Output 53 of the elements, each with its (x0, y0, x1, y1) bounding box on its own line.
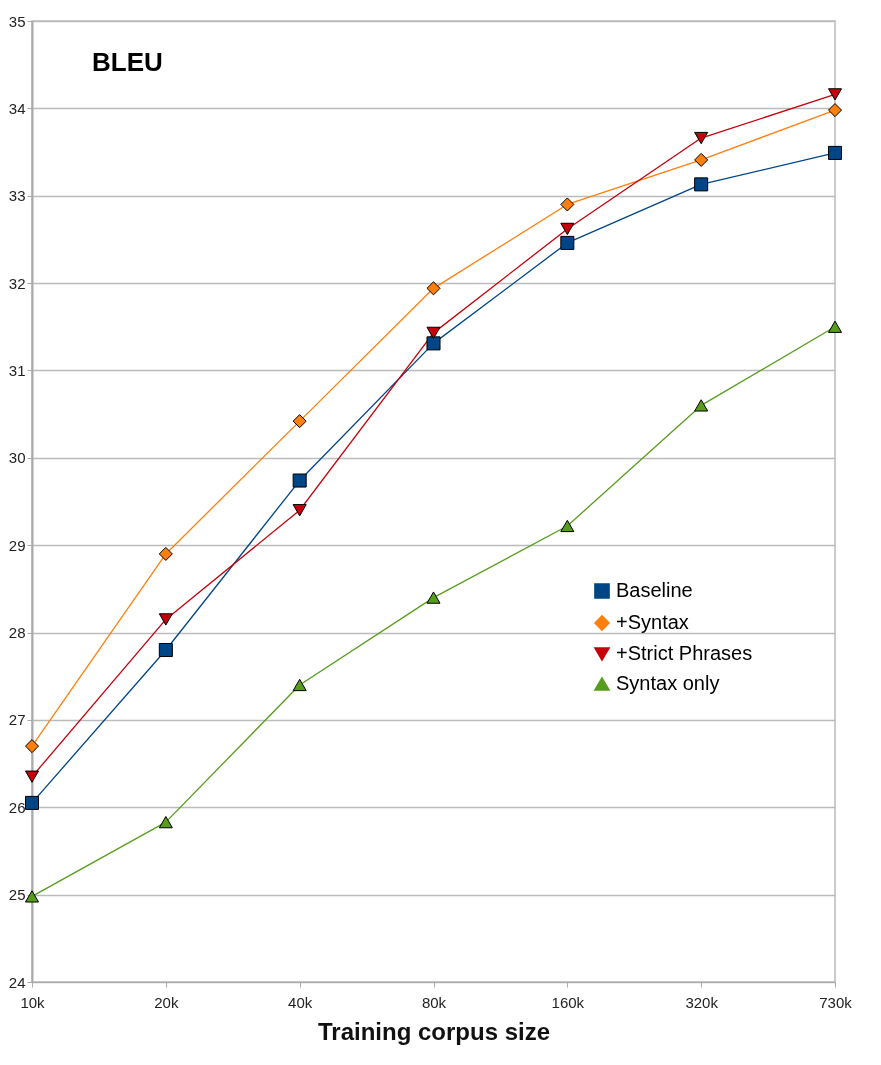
point (827, 145, 843, 160)
point (24, 739, 40, 754)
point (827, 88, 843, 101)
point (426, 591, 441, 604)
point (560, 235, 575, 250)
point (560, 222, 575, 236)
legend-label: Baseline (616, 579, 693, 601)
point (24, 770, 40, 783)
y-tick-label: 27 (8, 711, 26, 729)
point (426, 336, 441, 351)
point (292, 473, 307, 488)
point (292, 678, 307, 692)
text: BLEU (92, 47, 163, 77)
y-tick-label: 26 (8, 798, 26, 816)
point (694, 399, 709, 412)
point (158, 546, 173, 561)
legend-label: Syntax only (616, 672, 720, 694)
point (426, 281, 441, 296)
point (426, 326, 441, 340)
y-tick-label: 30 (8, 449, 26, 467)
legend-label: +Strict Phrases (616, 642, 753, 664)
x-tick-label: 160k (551, 993, 585, 1011)
y-tick-label: 34 (8, 99, 26, 117)
point (694, 152, 709, 167)
point (560, 519, 575, 533)
point (158, 613, 173, 626)
y-tick-label: 31 (8, 361, 26, 379)
point (292, 504, 307, 517)
x-axis-title: Training corpus size (317, 1017, 551, 1045)
point (827, 103, 843, 118)
x-tick-label: 730k (819, 993, 853, 1011)
x-tick-label: 80k (421, 993, 447, 1011)
y-tick-label: 32 (8, 274, 26, 292)
point (24, 795, 40, 810)
y-tick-label: 29 (8, 536, 26, 554)
y-tick-label: 25 (8, 886, 26, 904)
y-tick-label: 35 (8, 12, 26, 30)
y-tick-label: 24 (8, 973, 26, 991)
y-tick-label: 28 (8, 624, 26, 642)
point (158, 643, 173, 658)
x-tick-label: 20k (154, 993, 179, 1011)
x-tick-label: 40k (288, 993, 313, 1011)
point (24, 890, 40, 903)
legend-label: +Syntax (616, 611, 689, 633)
point (694, 131, 709, 145)
point (158, 815, 173, 829)
x-tick-label: 320k (685, 993, 719, 1011)
x-tick-label: 10k (20, 993, 46, 1011)
point (560, 197, 575, 212)
point (292, 414, 307, 429)
point (694, 177, 709, 192)
point (827, 320, 843, 333)
y-tick-label: 33 (8, 187, 26, 205)
